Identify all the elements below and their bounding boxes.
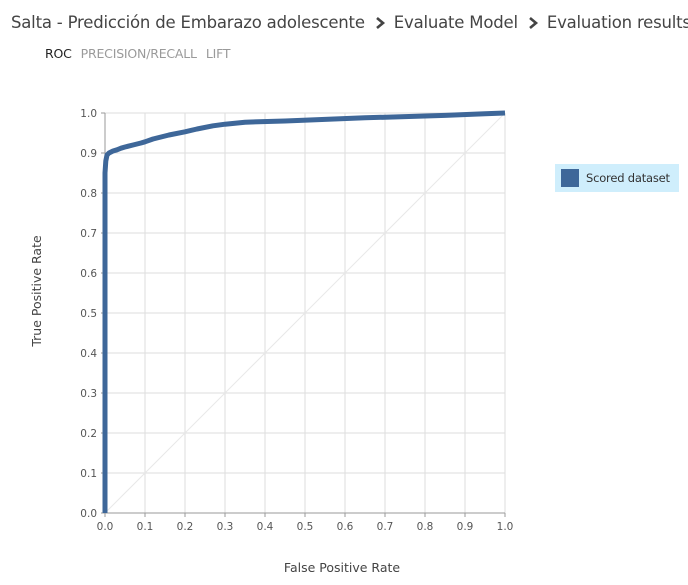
x-tick-label: 0.5: [297, 521, 314, 533]
breadcrumb: Salta - Predicción de Embarazo adolescen…: [11, 9, 688, 35]
x-tick-label: 0.4: [257, 521, 274, 533]
x-tick-label: 0.0: [97, 521, 114, 533]
x-tick-label: 0.1: [137, 521, 154, 533]
y-tick-label: 0.4: [80, 348, 97, 360]
y-tick-label: 0.0: [80, 508, 97, 520]
y-tick-label: 1.0: [80, 108, 97, 120]
y-tick-label: 0.7: [80, 228, 97, 240]
x-axis-ticks: 0.0 0.1 0.2 0.3 0.4 0.5 0.6 0.7 0.8 0.9 1.0: [97, 513, 514, 533]
y-tick-label: 0.1: [80, 468, 97, 480]
y-tick-label: 0.6: [80, 268, 97, 280]
breadcrumb-item-current: Evaluation results: [546, 12, 688, 32]
y-axis-title: True Positive Rate: [29, 235, 44, 348]
tab-precision-recall[interactable]: PRECISION/RECALL: [80, 46, 197, 61]
y-tick-label: 0.3: [80, 388, 97, 400]
legend-swatch: [561, 169, 579, 187]
chevron-right-icon: [529, 17, 538, 29]
y-tick-label: 0.2: [80, 428, 97, 440]
breadcrumb-item-experiment[interactable]: Salta - Predicción de Embarazo adolescen…: [11, 12, 365, 32]
x-tick-label: 0.8: [417, 521, 434, 533]
tab-roc[interactable]: ROC: [45, 46, 72, 61]
chevron-right-icon: [375, 17, 385, 29]
x-tick-label: 0.2: [177, 521, 194, 533]
x-tick-label: 0.6: [337, 521, 354, 533]
legend-item-scored-dataset[interactable]: Scored dataset: [555, 164, 679, 192]
breadcrumb-item-module[interactable]: Evaluate Model: [393, 12, 518, 32]
x-tick-label: 0.3: [217, 521, 234, 533]
legend-label: Scored dataset: [586, 171, 670, 185]
x-tick-label: 0.9: [457, 521, 474, 533]
series-line-scored-dataset[interactable]: [102, 110, 506, 513]
y-tick-label: 0.9: [80, 148, 97, 160]
x-tick-label: 0.7: [377, 521, 394, 533]
y-axis-ticks: 0.0 0.1 0.2 0.3 0.4 0.5 0.6 0.7 0.8 0.9 1.0: [80, 108, 105, 520]
tab-lift[interactable]: LIFT: [205, 46, 231, 61]
chart-tabs: ROC PRECISION/RECALL LIFT: [45, 46, 230, 61]
y-tick-label: 0.8: [80, 188, 97, 200]
x-tick-label: 1.0: [497, 521, 514, 533]
x-axis-title: False Positive Rate: [284, 560, 400, 575]
diagonal-reference-line: [104, 112, 506, 514]
y-tick-label: 0.5: [80, 308, 97, 320]
